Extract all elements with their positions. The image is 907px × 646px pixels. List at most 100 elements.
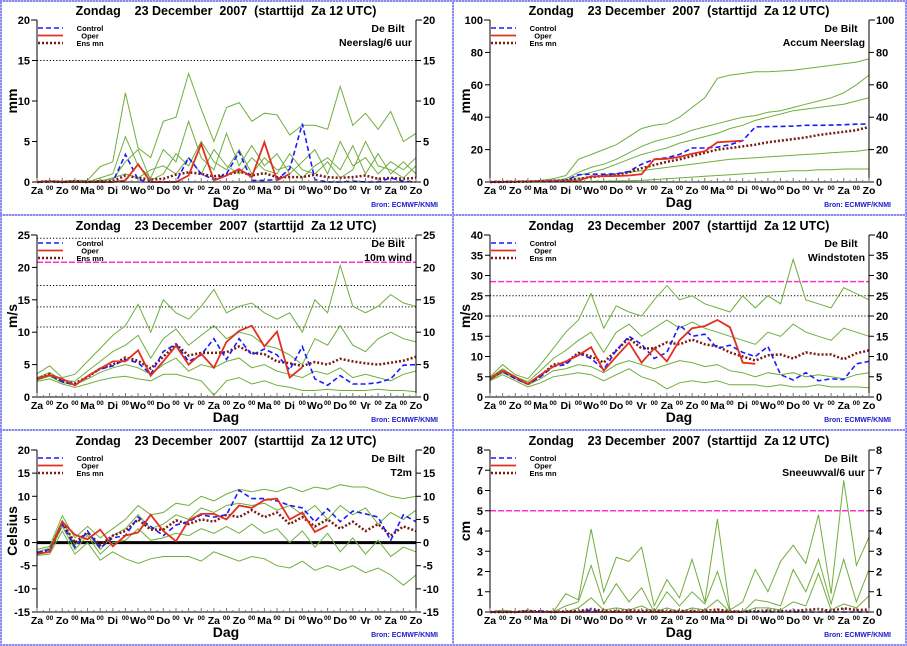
x-tick-label: Zo xyxy=(233,615,246,627)
legend-control-label: Control xyxy=(530,24,557,33)
x-axis-label: Dag xyxy=(666,624,692,640)
y-axis-label: m/s xyxy=(4,304,20,328)
y-tick-label-right: 20 xyxy=(876,145,888,157)
ensemble-member-line xyxy=(36,357,417,386)
ensemble-member-line xyxy=(36,502,417,553)
x-tick-label: Za xyxy=(661,185,673,197)
x-tick-label: Di xyxy=(284,185,295,197)
x-tick-label: 00 xyxy=(324,185,332,192)
source-label: Bron: ECMWF/KNMI xyxy=(824,202,891,209)
chart-panel-sneeuwval: Zondag 23 December 2007 (starttijd Za 12… xyxy=(453,430,906,645)
oper-line xyxy=(36,324,303,387)
x-tick-label: Ma xyxy=(533,400,548,412)
chart-svg: Zondag 23 December 2007 (starttijd Za 12… xyxy=(4,434,439,640)
station-label: De Bilt xyxy=(824,23,858,35)
y-tick-label: 4 xyxy=(477,526,484,538)
x-tick-label: Za xyxy=(31,400,43,412)
station-label: De Bilt xyxy=(371,23,405,35)
oper-line xyxy=(36,139,291,183)
y-tick-label: 10 xyxy=(471,352,483,364)
x-tick-label: Do xyxy=(333,185,347,197)
source-label: Bron: ECMWF/KNMI xyxy=(371,632,438,639)
x-tick-label: Wo xyxy=(583,400,599,412)
x-tick-label: 00 xyxy=(299,615,307,622)
x-tick-label: Zo xyxy=(509,185,522,197)
x-tick-label: 00 xyxy=(299,185,307,192)
ensemble-member-line xyxy=(36,523,417,558)
legend-ens-mean-label: Ens mn xyxy=(529,39,557,48)
panel-divider-horizontal xyxy=(0,429,907,431)
x-tick-label: Ma xyxy=(710,400,725,412)
y-tick-label-right: 10 xyxy=(423,96,435,108)
y-tick-label-right: 5 xyxy=(423,360,429,372)
panel-border xyxy=(0,644,907,646)
y-tick-label: -5 xyxy=(20,561,30,573)
x-tick-label: 00 xyxy=(97,615,105,622)
x-tick-label: 00 xyxy=(223,400,231,407)
x-tick-label: Ma xyxy=(257,615,272,627)
y-tick-label-right: 40 xyxy=(876,230,888,242)
x-tick-label: 00 xyxy=(349,615,357,622)
x-tick-label: Zo xyxy=(686,615,699,627)
y-tick-label-right: 5 xyxy=(423,137,429,149)
legend-ens-mean-label: Ens mn xyxy=(76,254,104,263)
legend-oper-label: Oper xyxy=(534,32,552,41)
legend-ens-mean-label: Ens mn xyxy=(76,39,104,48)
y-tick-label: 40 xyxy=(471,112,483,124)
chart-panel-windstoten: Zondag 23 December 2007 (starttijd Za 12… xyxy=(453,215,906,430)
y-tick-label: 1 xyxy=(477,587,483,599)
x-tick-label: Za xyxy=(208,400,220,412)
y-axis-label: m/s xyxy=(457,304,473,328)
panel-divider-horizontal xyxy=(0,214,907,216)
y-tick-label: 30 xyxy=(471,271,483,283)
panel-border xyxy=(0,0,2,646)
y-tick-label-right: 20 xyxy=(423,262,435,274)
y-tick-label: -10 xyxy=(14,584,30,596)
x-tick-label: Vr xyxy=(636,615,647,627)
x-tick-label: 00 xyxy=(273,400,281,407)
y-tick-label-right: 0 xyxy=(876,607,882,619)
x-tick-label: 00 xyxy=(575,615,583,622)
x-tick-label: 00 xyxy=(600,400,608,407)
x-tick-label: Ma xyxy=(80,615,95,627)
ensemble-member-line xyxy=(489,319,870,383)
y-tick-label-right: 3 xyxy=(876,546,882,558)
y-tick-label: 0 xyxy=(477,392,483,404)
x-tick-label: 00 xyxy=(400,615,408,622)
x-tick-label: 00 xyxy=(324,615,332,622)
legend-oper-label: Oper xyxy=(81,462,99,471)
y-tick-label: 0 xyxy=(24,177,30,189)
x-tick-label: 00 xyxy=(701,400,709,407)
x-tick-label: 00 xyxy=(752,400,760,407)
x-tick-label: 00 xyxy=(374,400,382,407)
y-tick-label: 40 xyxy=(471,230,483,242)
y-tick-label-right: 10 xyxy=(876,352,888,364)
x-tick-label: 00 xyxy=(499,185,507,192)
y-axis-label: Celsius xyxy=(4,506,20,556)
y-tick-label: 15 xyxy=(18,56,30,68)
x-tick-label: Vr xyxy=(813,185,824,197)
y-tick-label-right: 0 xyxy=(876,392,882,404)
y-tick-label-right: 0 xyxy=(423,392,429,404)
x-tick-label: Di xyxy=(561,615,572,627)
x-tick-label: Vr xyxy=(813,615,824,627)
y-tick-label-right: 15 xyxy=(876,331,888,343)
x-tick-label: Di xyxy=(737,400,748,412)
x-tick-label: 00 xyxy=(575,400,583,407)
x-tick-label: 00 xyxy=(97,400,105,407)
legend-control-label: Control xyxy=(77,454,104,463)
x-tick-label: Di xyxy=(284,400,295,412)
x-tick-label: Vr xyxy=(360,615,371,627)
y-tick-label-right: 15 xyxy=(423,56,435,68)
x-tick-label: Do xyxy=(786,400,800,412)
x-tick-label: Zo xyxy=(863,615,876,627)
x-tick-label: 00 xyxy=(701,185,709,192)
y-tick-label: 100 xyxy=(465,15,483,27)
x-tick-label: 00 xyxy=(752,185,760,192)
x-tick-label: Wo xyxy=(307,400,323,412)
x-tick-label: 00 xyxy=(147,615,155,622)
x-tick-label: 00 xyxy=(198,185,206,192)
ensemble-mean-line xyxy=(489,125,870,184)
